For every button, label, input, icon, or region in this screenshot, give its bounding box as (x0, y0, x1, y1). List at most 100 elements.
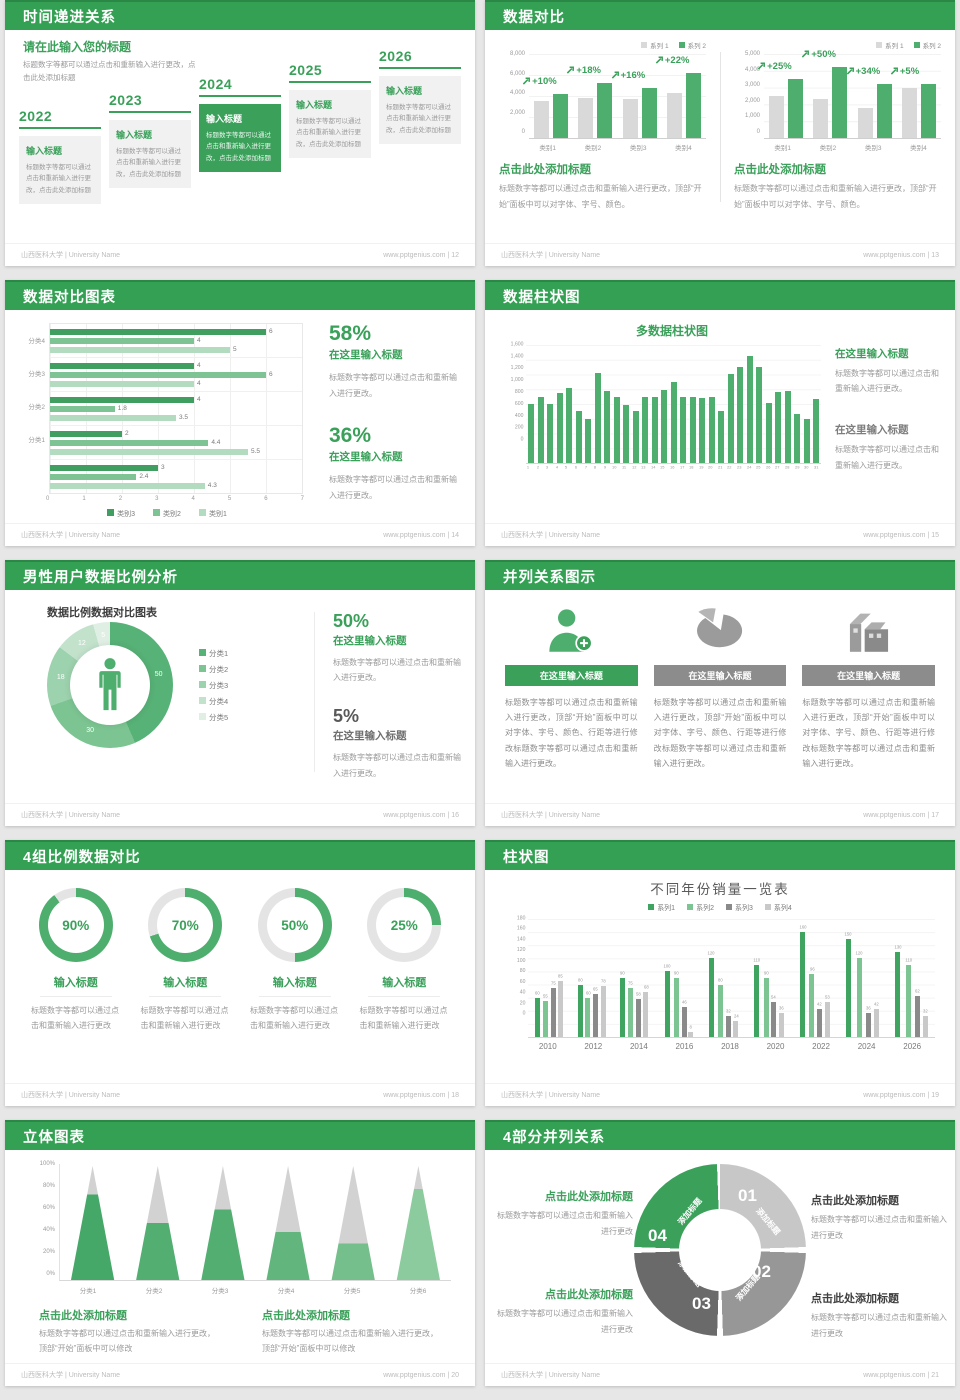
bar-series1 (901, 88, 917, 138)
x-tick: 类别4 (675, 145, 692, 152)
slide-title-text: 数据对比图表 (23, 289, 116, 306)
bar (632, 411, 639, 463)
gauge-ring: 70% (148, 888, 223, 962)
bar-wrap: 36 (778, 1006, 785, 1037)
block-body: 标题数字等都可以通过点击和重新输入进行更改，顶部“开始”面板中可以对字体、字号、… (499, 184, 702, 209)
bar (661, 390, 667, 463)
block-heading: 点击此处添加标题 (811, 1293, 899, 1305)
hbar-value: 3.5 (179, 414, 189, 421)
legend-swatch (641, 42, 648, 48)
gauge-value: 25% (376, 897, 433, 953)
x-tick: 2026 (903, 1042, 922, 1051)
slide-footer: 山西医科大学 | University Name www.pptgenius.c… (5, 1083, 475, 1106)
donut-panel: 数据比例数据对比图表 50 30 18 12 5 分类1 分类2 分类3 分类4 分类5 (19, 598, 314, 781)
timeline-box-title: 输入标题 (26, 146, 63, 156)
x-tick: 2016 (675, 1042, 694, 1051)
footer-site-page: www.pptgenius.com | 21 (863, 1372, 939, 1379)
bar-wrap: 110 (904, 958, 914, 1037)
stat-heading: 在这里输入标题 (329, 349, 403, 361)
y-axis: 100% 80% 60% 40% 20% 0% (29, 1161, 59, 1277)
slide-footer: 山西医科大学 | University Name www.pptgenius.c… (5, 1363, 475, 1386)
footer-site-page: www.pptgenius.com | 20 (383, 1372, 459, 1379)
slide-15: 数据柱状图 多数据柱状图 1,600 1,400 1,200 1,000 800 600 4… (485, 280, 955, 546)
bar-series1 (857, 108, 873, 138)
stat-heading: 在这里输入标题 (333, 635, 407, 647)
x-tick: 分类4 (277, 1288, 295, 1295)
footer-site: www.pptgenius.com (863, 251, 926, 259)
x-tick: 分类6 (409, 1288, 427, 1295)
slide-19-body: 不同年份销量一览表 系列1 系列2 系列3 系列4 180 160 140 120 100 80… (485, 870, 955, 1084)
x-tick: 5 (565, 466, 568, 470)
footer-page: 16 (451, 811, 459, 819)
bar (623, 405, 629, 463)
x-tick: 2020 (766, 1042, 785, 1051)
bar-wrap: 160 (798, 925, 808, 1037)
timeline-year: 2025 (289, 62, 323, 78)
hbar (50, 448, 248, 455)
x-tick: 17 (679, 466, 684, 470)
text-block: 点击此处添加标题 标题数字等都可以通过点击和重新输入进行更改，顶部“开始”面板中… (39, 1307, 218, 1357)
timeline-line (379, 67, 461, 69)
ring-diagram: 01 添加标题 02 添加标题 03 添加标题 04 添加标题 (634, 1164, 806, 1336)
bar-group: +25% (757, 61, 804, 138)
gauge-item: 70% 输入标题 标题数字等都可以通过点击和重新输入进行更改 (141, 888, 231, 1033)
timeline-step: 2022 输入标题 标题数字等都可以通过点击和重新输入进行更改，点击此处添加标题 (19, 108, 101, 205)
stat-pct: 5% (333, 706, 360, 727)
footer-page: 21 (931, 1371, 939, 1379)
cone (396, 1166, 440, 1280)
bar-value: 110 (905, 958, 912, 964)
bar-wrap: 24 (733, 1014, 740, 1037)
bar-value: 36 (779, 1006, 784, 1012)
footer-site-page: www.pptgenius.com | 19 (863, 1092, 939, 1099)
x-tick: 2018 (721, 1042, 739, 1051)
bar (558, 981, 564, 1037)
hbar (50, 464, 158, 471)
slide-12-body: 请在此输入您的标题 标题数字等都可以通过点击和重新输入进行更改，点击此处添加标题… (5, 30, 475, 244)
x-tick: 10 (612, 466, 617, 470)
chart-panel-right: 系列 1 系列 2 5,000 4,000 3,000 2,000 1,000 0 +25%… (720, 30, 955, 244)
legend-swatch (199, 648, 206, 656)
footer-site-page: www.pptgenius.com | 16 (383, 812, 459, 819)
hbar-value: 4 (197, 396, 201, 403)
x-tick: 分类5 (343, 1288, 361, 1295)
growth-label: +18% (566, 65, 601, 76)
bar-wrap: 53 (824, 995, 831, 1037)
bar (765, 403, 772, 463)
legend-swatch (687, 904, 694, 910)
y-tick: 180 (516, 916, 526, 922)
bar (775, 392, 781, 463)
bar-value: 90 (763, 971, 769, 977)
slide-footer: 山西医科大学 | University Name www.pptgenius.c… (5, 243, 475, 266)
bar (845, 939, 851, 1037)
chart-legend: 系列1 系列2 系列3 系列4 (485, 903, 955, 913)
cone (136, 1166, 180, 1280)
bar-wrap: 80 (717, 978, 724, 1037)
stats-column: 在这里输入标题 标题数字等都可以通过点击和重新输入进行更改。 在这里输入标题 标… (821, 346, 941, 473)
bar-series1 (813, 99, 829, 138)
x-tick: 6 (574, 466, 578, 470)
footer-site: www.pptgenius.com (863, 1371, 926, 1379)
x-tick: 31 (813, 466, 819, 470)
bar-wrap: 36 (865, 1006, 872, 1037)
divider (39, 996, 112, 997)
y-tick: 0% (46, 1271, 55, 1277)
x-tick: 15 (660, 466, 665, 470)
slide-title-text: 4组比例数据对比 (23, 849, 141, 866)
gauge-body: 标题数字等都可以通过点击和重新输入进行更改 (359, 1006, 448, 1031)
bar (673, 978, 679, 1037)
plot-area (526, 345, 821, 464)
pie-3d-icon (697, 608, 743, 648)
footer-site-page: www.pptgenius.com | 14 (383, 532, 459, 539)
x-tick: 0 (46, 496, 50, 502)
x-axis: 类别1 类别2 类别3 类别4 (525, 142, 706, 152)
slide-14: 数据对比图表 分类4 分类3 分类2 分类1 6 4 5 4 (5, 280, 475, 546)
legend-item: 分类5 (199, 712, 228, 723)
bar (813, 399, 819, 463)
slide-title-text: 时间递进关系 (23, 9, 116, 26)
x-tick: 13 (641, 466, 646, 470)
slide-13: 数据对比 系列 1 系列 2 8,000 6,000 4,000 2,000 0 +10%… (485, 0, 955, 266)
timeline-line (109, 111, 191, 113)
bar-group: 100 90 46 8 (662, 964, 694, 1037)
hbar-row: 4 (50, 380, 302, 387)
